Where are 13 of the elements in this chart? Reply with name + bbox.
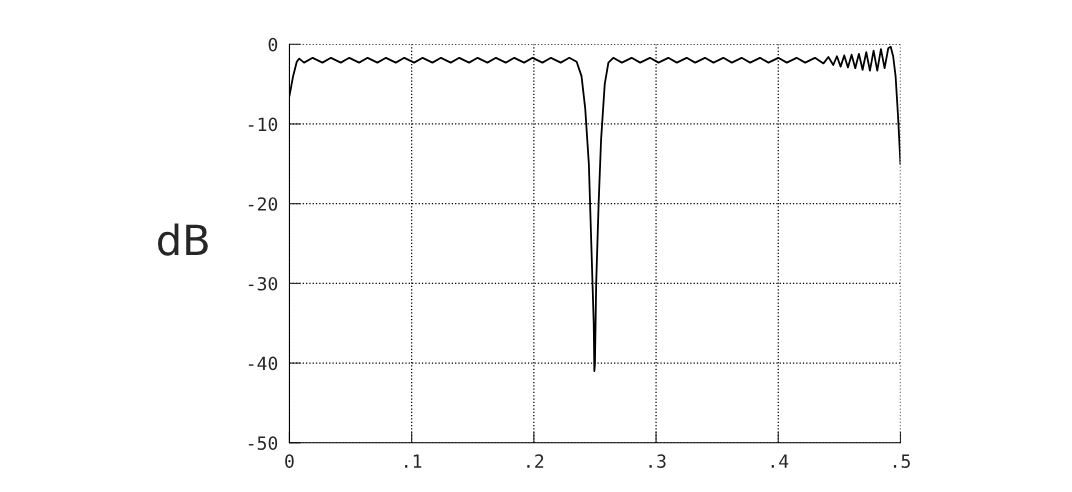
x-tick-label: .4 [771,454,789,468]
y-tick-label: -20 [248,197,278,211]
y-axis-title: dB [158,223,208,256]
y-tick-label: -10 [248,117,278,132]
y-tick-label: -40 [248,356,278,371]
y-tick-label: -50 [248,436,278,450]
y-tick-label: 0 [268,37,278,52]
x-tick-label: 0 [285,454,294,468]
x-tick-label: .5 [893,454,910,468]
x-tick-label: .3 [649,454,666,468]
x-tick-label: .2 [527,454,544,468]
y-tick-label: -30 [248,276,278,291]
x-tick-label: .1 [405,454,422,468]
